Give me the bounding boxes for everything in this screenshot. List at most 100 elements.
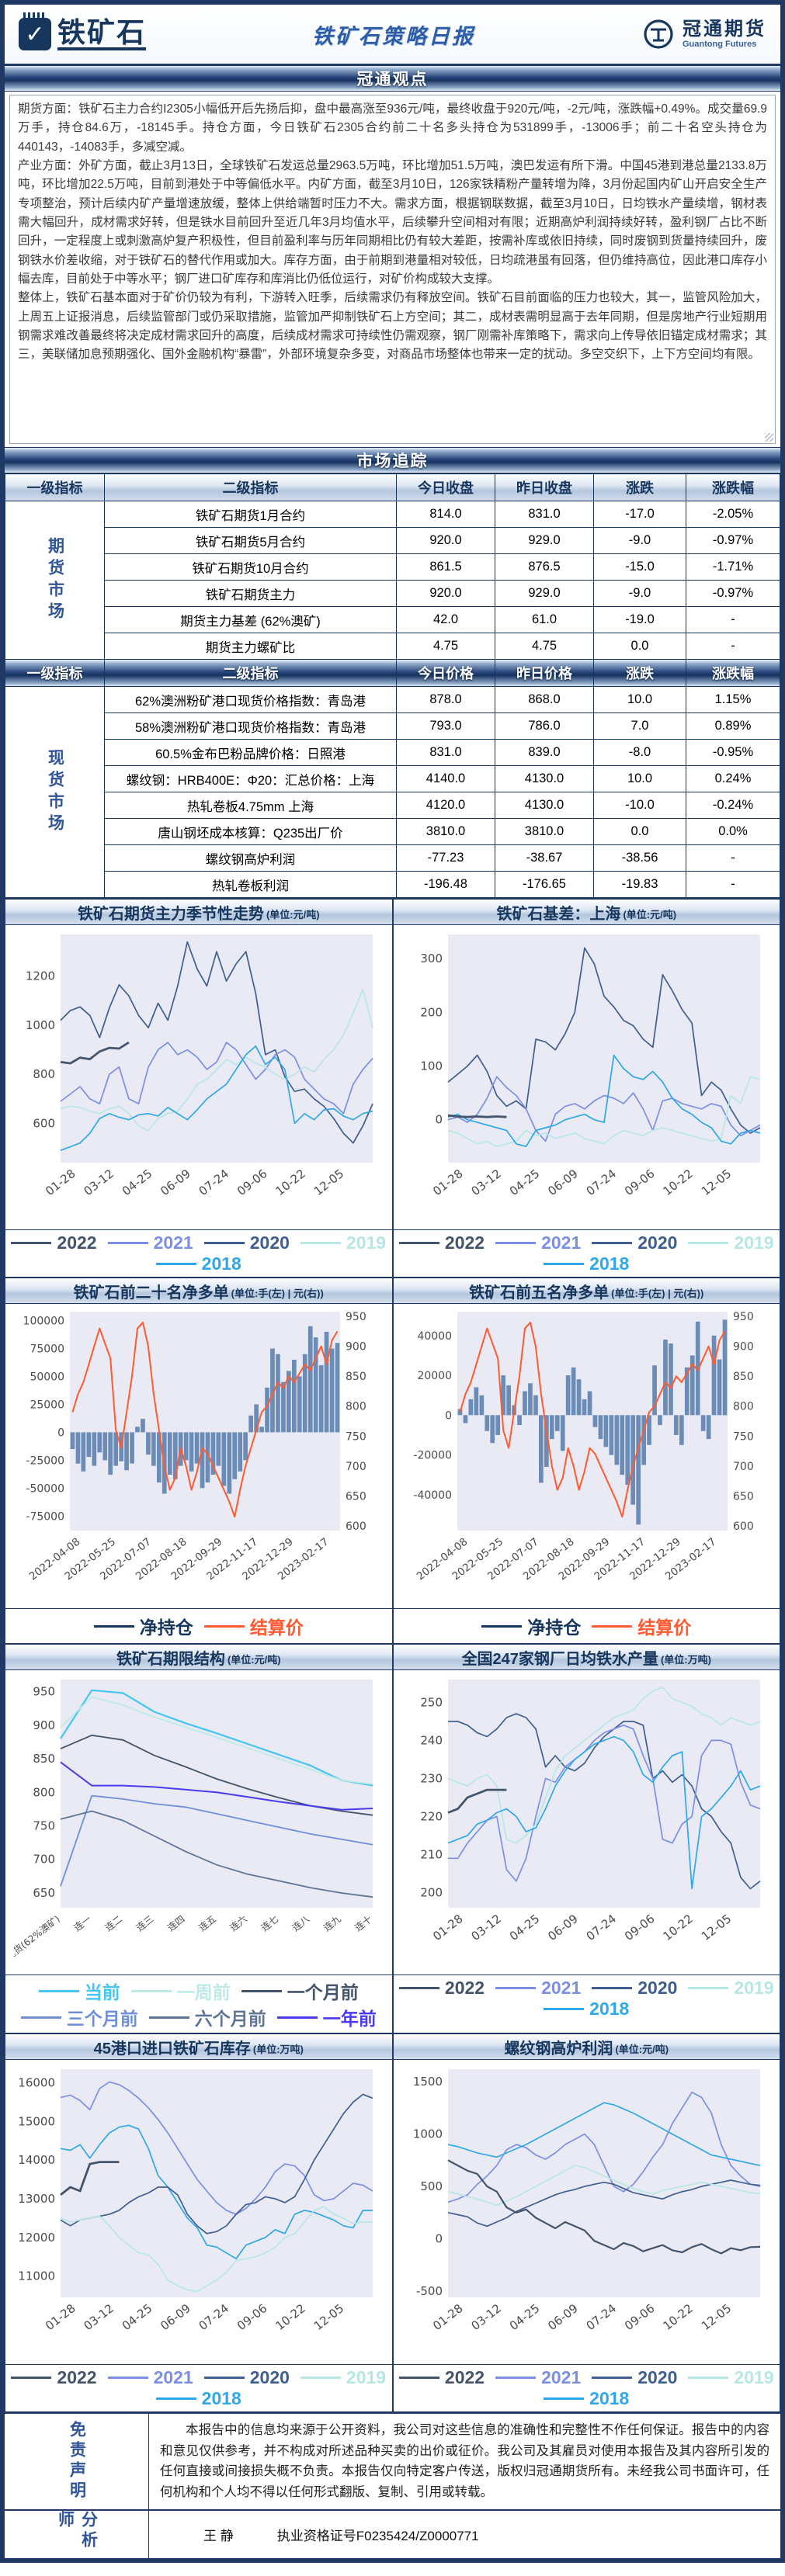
legend-line-icon [688, 2377, 729, 2379]
chart-grid: 铁矿石期货主力季节性走势 (单位:元/吨) 600 800 1000 1200 01-28 0… [5, 898, 780, 2412]
legend-item: 2019 [688, 2367, 774, 2388]
chart-cell-3: 铁矿石前五名净多单 (单位:手(左) | 元(右)) 40000 20000 0 -200… [392, 1278, 780, 1644]
analyst-license: 执业资格证号F0235424/Z0000771 [276, 2528, 479, 2543]
svg-text:20000: 20000 [418, 1370, 453, 1382]
disclaimer-row: 免责声明 本报告中的信息均来源于公开资料，我公司对这些信息的准确性和完整性不作任… [5, 2412, 780, 2509]
chart-title-bar: 螺纹钢高炉利润 (单位:元/吨) [393, 2034, 780, 2060]
svg-text:1000: 1000 [26, 1018, 55, 1032]
table-header-row: 一级指标 二级指标 今日收盘 昨日收盘 涨跌 涨跌幅 [5, 473, 780, 501]
svg-text:03-12: 03-12 [469, 2301, 504, 2333]
chart-legend: 净持仓 结算价 [393, 1608, 780, 1643]
chart-legend: 2022 2021 2020 2019 2018 [393, 2364, 780, 2411]
legend-line-icon [481, 1624, 523, 1628]
chart-title-bar: 45港口进口铁矿石库存 (单位:万吨) [5, 2034, 392, 2060]
svg-text:250: 250 [421, 1695, 443, 1709]
table-cell: 3810.0 [396, 818, 495, 845]
svg-text:09-06: 09-06 [622, 2301, 657, 2333]
table-cell: -19.0 [593, 606, 686, 633]
svg-text:25000: 25000 [30, 1399, 64, 1411]
svg-text:200: 200 [421, 1005, 443, 1019]
table-cell: -1.71% [686, 553, 780, 581]
report-header: ✓ 铁矿石 铁矿石策略日报 冠通期货 Guantong Futures [5, 5, 780, 65]
chart-unit: (单位:万吨) [660, 1653, 711, 1666]
table-cell: 839.0 [495, 739, 594, 766]
svg-text:09-06: 09-06 [622, 1912, 657, 1943]
chart-unit: (单位:元/吨) [227, 1653, 281, 1666]
legend-item: 2022 [11, 1233, 97, 1253]
column-header: 昨日价格 [495, 659, 594, 687]
table-cell: 4130.0 [495, 792, 594, 819]
table-row: 现货市场 62%澳洲粉矿港口现货价格指数：青岛港 878.0 868.0 10.0 1.1… [5, 686, 780, 898]
svg-text:-500: -500 [416, 2284, 443, 2298]
svg-text:04-25: 04-25 [120, 1167, 155, 1198]
svg-text:-25000: -25000 [26, 1454, 64, 1467]
section-title: 冠通观点 [356, 71, 429, 88]
svg-text:700: 700 [33, 1853, 55, 1867]
table-cell: -15.0 [593, 553, 686, 581]
table-row: 铁矿石期货主力 920.0 929.0 -9.0 -0.97% [5, 580, 780, 607]
table-cell: 61.0 [495, 606, 594, 633]
chart-cell-6: 45港口进口铁矿石库存 (单位:万吨) 11000 12000 13000 14000 15… [5, 2033, 393, 2412]
legend-label: 2018 [201, 1253, 241, 1274]
column-header: 今日价格 [396, 659, 495, 687]
chart-cell-5: 全国247家钢厂日均铁水产量 (单位:万吨) 200 210 220 230 240 250 0… [392, 1644, 780, 2033]
chart-title-bar: 铁矿石期货主力季节性走势 (单位:元/吨) [5, 900, 392, 925]
analyst-label: 分析师 [56, 2510, 98, 2551]
column-header: 涨跌 [593, 659, 686, 687]
table-cell: -196.48 [396, 871, 495, 898]
legend-label: 净持仓 [139, 1617, 193, 1638]
table-cell: -0.95% [686, 739, 780, 766]
svg-text:03-12: 03-12 [81, 2301, 116, 2333]
legend-line-icon [20, 2016, 61, 2019]
table-cell: 1.15% [686, 686, 780, 713]
legend-label: 净持仓 [527, 1617, 582, 1638]
table-row: 热轧卷板利润 -196.48 -176.65 -19.83- [5, 871, 780, 898]
svg-text:12000: 12000 [18, 2231, 55, 2245]
table-cell: 螺纹钢高炉利润 [104, 844, 397, 872]
viewpoint-textbox[interactable]: 期货方面：铁矿石主力合约I2305小幅低开后先扬后抑，盘中最高涨至936元/吨，… [9, 95, 776, 444]
legend-label: 2021 [541, 1233, 582, 1253]
legend-line-icon [592, 1987, 633, 1989]
legend-item: 结算价 [203, 1613, 304, 1639]
table-cell: 831.0 [495, 501, 594, 528]
table-cell: 878.0 [396, 686, 495, 713]
disclaimer-label: 免责声明 [68, 2421, 86, 2502]
table-cell: -38.56 [593, 844, 686, 872]
legend-line-icon [93, 1624, 134, 1628]
legend-item: 2020 [592, 1978, 677, 1999]
table-row: 热轧卷板4.75mm 上海 4120.0 4130.0 -10.0 -0.24% [5, 792, 780, 819]
legend-line-icon [107, 2377, 148, 2379]
svg-text:240: 240 [421, 1733, 443, 1747]
table-row: 58%澳洲粉矿港口现货价格指数：青岛港 793.0 786.0 7.0 0.89% [5, 712, 780, 740]
table-cell: 868.0 [495, 686, 594, 713]
column-header: 涨跌 [593, 473, 686, 501]
brand-name-en: Guantong Futures [682, 40, 757, 50]
legend-line-icon [688, 1242, 729, 1244]
legend-label: 三个月前 [66, 2009, 138, 2029]
legend-line-icon [107, 1242, 148, 1244]
table-cell: 铁矿石期货10月合约 [104, 553, 397, 581]
chart-plot-6: 11000 12000 13000 14000 15000 16000 01-28 03-12… [18, 2069, 373, 2333]
legend-item: 2019 [688, 1978, 774, 1999]
svg-text:1200: 1200 [26, 969, 55, 983]
table-cell: 10.0 [593, 765, 686, 792]
svg-text:01-28: 01-28 [43, 1167, 78, 1198]
chart-unit: (单位:元/吨) [266, 908, 320, 920]
svg-text:09-06: 09-06 [622, 1167, 657, 1198]
analyst-label-cell: 分析师 [5, 2510, 149, 2558]
svg-text:10-22: 10-22 [661, 2301, 696, 2333]
legend-line-icon [241, 1989, 282, 1992]
table-cell: 920.0 [396, 580, 495, 607]
table-cell: 0.0% [686, 818, 780, 845]
table-row: 铁矿石期货10月合约 861.5 876.5 -15.0 -1.71% [5, 553, 780, 581]
svg-text:950: 950 [733, 1311, 754, 1323]
clipboard-check-icon: ✓ [19, 12, 51, 50]
legend-line-icon [688, 1987, 729, 1989]
table-cell: -0.97% [686, 527, 780, 554]
svg-text:13000: 13000 [18, 2192, 55, 2206]
table-cell: 铁矿石期货主力 [104, 580, 397, 607]
table-cell: 831.0 [396, 739, 495, 766]
table-cell: -9.0 [593, 580, 686, 607]
legend-line-icon [495, 2377, 537, 2379]
legend-line-icon [495, 1987, 537, 1989]
